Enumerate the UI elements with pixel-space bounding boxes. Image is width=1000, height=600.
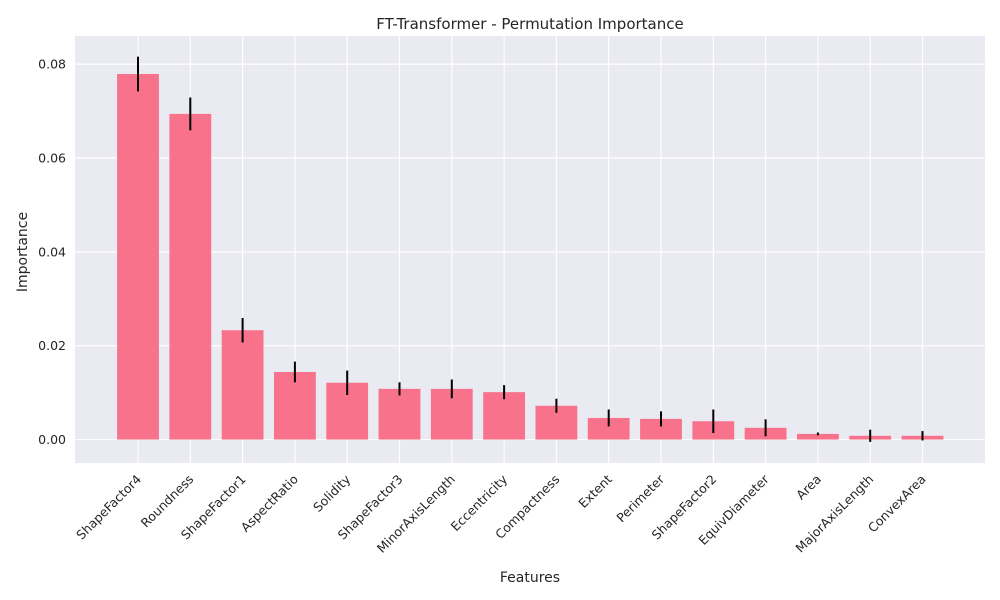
y-tick-label: 0.08 [38, 57, 66, 72]
y-tick-label: 0.00 [38, 432, 66, 447]
y-tick-label: 0.04 [38, 244, 66, 259]
bar [169, 113, 212, 440]
bar [221, 330, 264, 440]
y-axis-label: Importance [15, 212, 31, 292]
x-tick-label: Area [793, 472, 824, 503]
y-tick-label: 0.06 [38, 151, 66, 166]
bar [117, 74, 159, 440]
bar [483, 392, 525, 440]
y-axis-ticks: 0.00 0.02 0.04 0.06 0.08 [38, 57, 66, 447]
bar [274, 371, 316, 440]
x-tick-label: Perimeter [613, 471, 667, 525]
x-axis-ticks: ShapeFactor4RoundnessShapeFactor1AspectR… [73, 471, 928, 556]
y-tick-label: 0.02 [38, 338, 66, 353]
x-tick-label: Solidity [310, 471, 354, 515]
bars [117, 74, 944, 440]
bar [640, 418, 682, 440]
x-tick-label: Extent [575, 471, 614, 510]
x-tick-label: ShapeFactor4 [73, 471, 144, 542]
error-bars [137, 56, 924, 442]
x-axis-label: Features [500, 570, 560, 586]
bar [797, 433, 839, 440]
chart-title: FT-Transformer - Permutation Importance [376, 15, 683, 33]
plot-background [75, 36, 985, 463]
bar [378, 388, 421, 440]
bar [587, 417, 630, 440]
